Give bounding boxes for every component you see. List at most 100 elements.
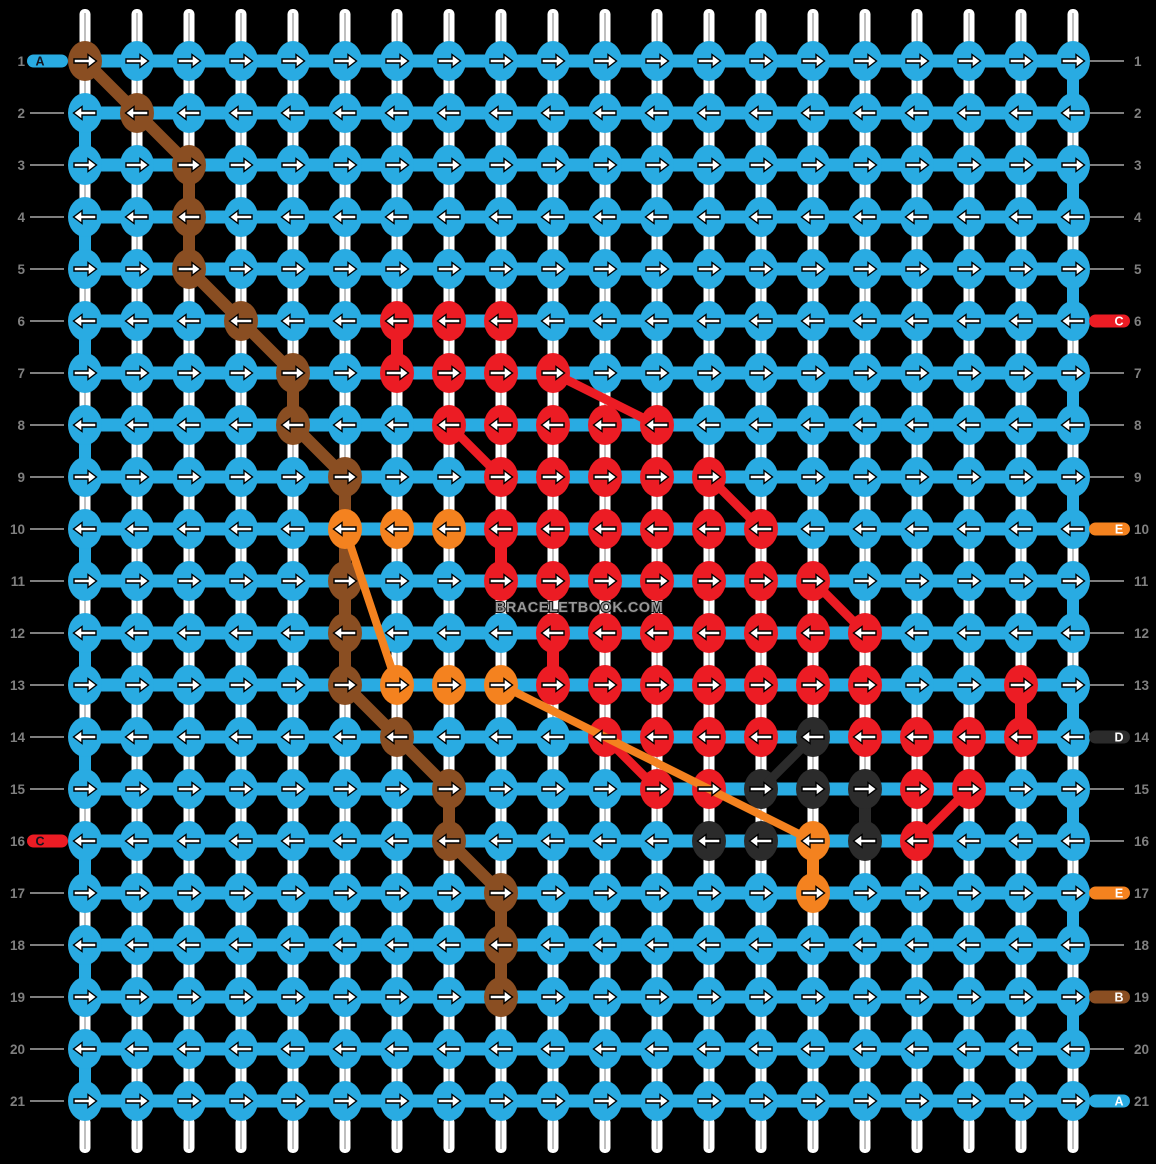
left-arrow-icon (904, 833, 929, 849)
vertical-string-link-core (760, 753, 762, 773)
row-string-link (305, 886, 333, 900)
vertical-string-link-core (240, 233, 242, 253)
vertical-string-link-core (864, 233, 866, 253)
string-crossing (808, 576, 870, 638)
row-number-right: 3 (1134, 158, 1142, 173)
right-arrow-icon (489, 365, 514, 381)
vertical-string-link-core (344, 857, 346, 877)
vertical-string-link-core (604, 285, 606, 305)
vertical-string-link-core (708, 545, 710, 565)
string-crossing (704, 472, 766, 534)
left-arrow-icon (748, 937, 773, 953)
vertical-string-link-core (916, 649, 918, 669)
left-arrow-icon (488, 729, 513, 745)
row-string-link (669, 834, 697, 848)
right-arrow-icon (593, 573, 618, 589)
row-string-link (253, 626, 281, 640)
vertical-string-link-core (240, 181, 242, 201)
row-string-link (929, 418, 957, 432)
vertical-string-link-core (864, 129, 866, 149)
vertical-string-link-core (656, 805, 658, 825)
row-number-right: 15 (1134, 782, 1150, 797)
vertical-string-link-core (812, 1065, 814, 1085)
right-arrow-icon (281, 1093, 306, 1109)
row-string-link (565, 990, 593, 1004)
row-string-link (1033, 1042, 1061, 1056)
vertical-string-link-core (240, 857, 242, 877)
string-crossing (235, 315, 299, 379)
left-arrow-icon (852, 417, 877, 433)
row-string-link (1033, 678, 1061, 692)
row-string-link (357, 262, 385, 276)
row-string-link (825, 158, 853, 172)
row-string-link (1033, 314, 1061, 328)
string-strand-core (708, 13, 710, 43)
right-arrow-icon (697, 261, 722, 277)
right-arrow-icon (385, 885, 410, 901)
right-arrow-icon (385, 53, 410, 69)
row-number-left: 17 (10, 886, 25, 901)
right-arrow-icon (73, 677, 98, 693)
vertical-string-link (79, 647, 91, 671)
left-arrow-icon (540, 417, 565, 433)
row-string-link (773, 1094, 801, 1108)
string-strand-core (708, 1120, 710, 1149)
row-string-link (565, 678, 593, 692)
vertical-string-link-core (656, 1013, 658, 1033)
left-arrow-icon (436, 833, 461, 849)
left-arrow-icon (332, 625, 357, 641)
left-arrow-icon (384, 313, 409, 329)
right-arrow-icon (853, 885, 878, 901)
row-string-link (409, 210, 437, 224)
vertical-string-link (1067, 699, 1079, 723)
row-string-link (877, 990, 905, 1004)
left-arrow-icon (280, 937, 305, 953)
vertical-string-link-core (656, 285, 658, 305)
row-string-link (669, 106, 697, 120)
right-arrow-icon (593, 677, 618, 693)
vertical-string-link-core (396, 649, 398, 669)
right-arrow-icon (697, 53, 722, 69)
vertical-string-link-core (344, 805, 346, 825)
left-arrow-icon (592, 625, 617, 641)
row-string-link (149, 366, 177, 380)
vertical-string-link-core (968, 493, 970, 513)
watermark: BRACELETBOOK.COM (495, 600, 663, 616)
row-string-link (773, 210, 801, 224)
left-arrow-icon (956, 1041, 981, 1057)
right-arrow-icon (593, 157, 618, 173)
left-arrow-icon (748, 833, 773, 849)
vertical-string-link-core (552, 597, 554, 617)
row-string-link (825, 574, 853, 588)
string-label (1089, 886, 1130, 900)
right-arrow-icon (541, 677, 566, 693)
vertical-string-link-core (344, 753, 346, 773)
vertical-string-link-core (344, 389, 346, 409)
right-arrow-icon (541, 261, 566, 277)
vertical-string-link-core (656, 597, 658, 617)
vertical-string-link-core (136, 337, 138, 357)
row-string-link (981, 314, 1009, 328)
vertical-string-link-core (1072, 233, 1074, 253)
row-string-link (929, 834, 957, 848)
string-label (27, 834, 68, 848)
row-string-link (305, 314, 333, 328)
row-string-link (1033, 834, 1061, 848)
row-string-link (305, 626, 333, 640)
left-arrow-icon (124, 417, 149, 433)
row-number-right: 13 (1134, 678, 1150, 693)
left-arrow-icon (332, 937, 357, 953)
left-arrow-icon (800, 729, 825, 745)
vertical-string-link (79, 855, 91, 879)
row-string-link (773, 678, 801, 692)
row-string-link (981, 886, 1009, 900)
vertical-string-link-core (552, 389, 554, 409)
row-string-link (253, 886, 281, 900)
vertical-string-link-core (552, 233, 554, 253)
right-arrow-icon (73, 1093, 98, 1109)
right-arrow-icon (385, 261, 410, 277)
row-string-link (357, 470, 385, 484)
vertical-string-link-core (916, 909, 918, 929)
vertical-string-link-core (1072, 545, 1074, 565)
string-strand-core (1072, 1120, 1074, 1149)
